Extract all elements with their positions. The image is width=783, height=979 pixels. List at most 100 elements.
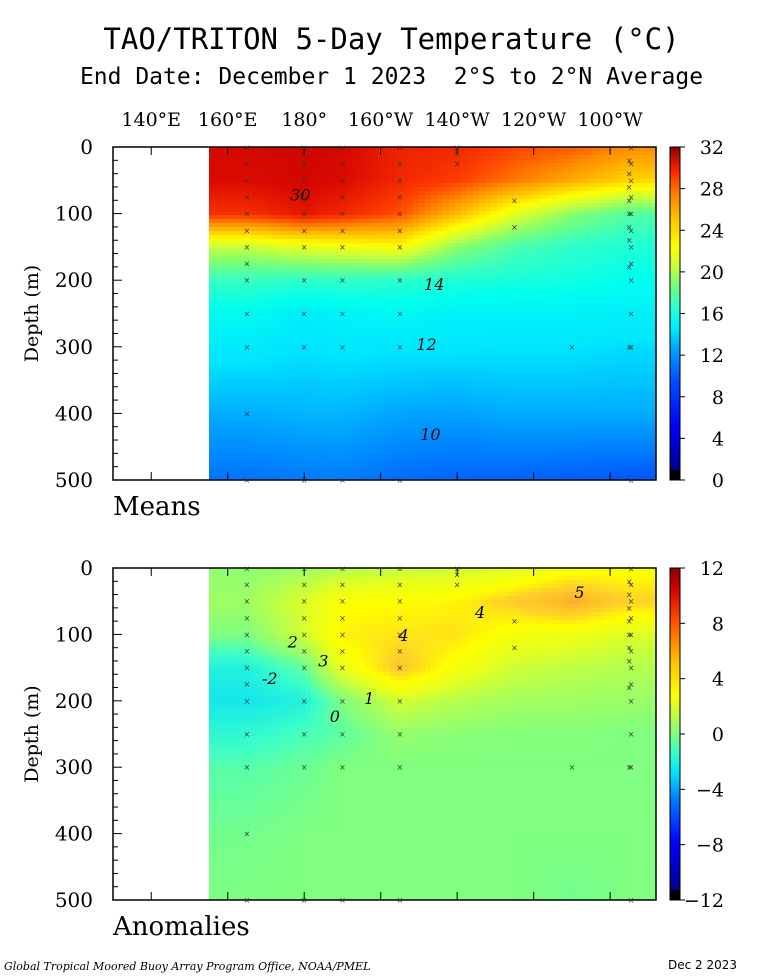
heatmap-cell <box>281 263 288 268</box>
heatmap-cell <box>239 427 246 432</box>
heatmap-cell <box>395 319 402 324</box>
heatmap-cell <box>263 223 270 228</box>
heatmap-cell <box>497 407 504 412</box>
heatmap-cell <box>395 459 402 464</box>
heatmap-cell <box>299 459 306 464</box>
heatmap-cell <box>533 223 540 228</box>
heatmap-cell <box>305 315 312 320</box>
heatmap-cell <box>233 187 240 192</box>
heatmap-cell <box>509 355 516 360</box>
heatmap-cell <box>371 231 378 236</box>
heatmap-cell <box>353 383 360 388</box>
heatmap-cell <box>539 247 546 252</box>
heatmap-cell <box>389 259 396 264</box>
heatmap-cell <box>233 167 240 172</box>
heatmap-cell <box>293 283 300 288</box>
heatmap-cell <box>311 303 318 308</box>
heatmap-cell <box>221 247 228 252</box>
heatmap-cell <box>401 379 408 384</box>
heatmap-cell <box>299 363 306 368</box>
heatmap-cell <box>221 455 228 460</box>
heatmap-cell <box>245 227 252 232</box>
heatmap-cell <box>539 231 546 236</box>
heatmap-cell <box>347 443 354 448</box>
heatmap-cell <box>239 339 246 344</box>
heatmap-cell <box>221 379 228 384</box>
heatmap-cell <box>455 423 462 428</box>
heatmap-cell <box>245 259 252 264</box>
heatmap-cell <box>311 255 318 260</box>
heatmap-cell <box>437 451 444 456</box>
heatmap-cell <box>521 459 528 464</box>
heatmap-cell <box>557 319 564 324</box>
heatmap-cell <box>521 443 528 448</box>
heatmap-cell <box>299 327 306 332</box>
heatmap-cell <box>323 391 330 396</box>
heatmap-cell <box>389 367 396 372</box>
heatmap-cell <box>413 407 420 412</box>
heatmap-cell <box>407 391 414 396</box>
heatmap-cell <box>251 259 258 264</box>
heatmap-cell <box>509 387 516 392</box>
heatmap-cell <box>287 155 294 160</box>
heatmap-cell <box>383 415 390 420</box>
heatmap-cell <box>359 191 366 196</box>
heatmap-cell <box>311 351 318 356</box>
heatmap-cell <box>497 319 504 324</box>
heatmap-cell <box>287 311 294 316</box>
heatmap-cell <box>389 415 396 420</box>
heatmap-cell <box>509 319 516 324</box>
heatmap-cell <box>413 423 420 428</box>
heatmap-cell <box>389 239 396 244</box>
heatmap-cell <box>509 179 516 184</box>
heatmap-cell <box>515 335 522 340</box>
heatmap-cell <box>323 271 330 276</box>
heatmap-cell <box>239 431 246 436</box>
heatmap-cell <box>497 279 504 284</box>
heatmap-cell <box>503 359 510 364</box>
heatmap-cell <box>473 355 480 360</box>
heatmap-cell <box>311 191 318 196</box>
heatmap-cell <box>551 151 558 156</box>
heatmap-cell <box>437 251 444 256</box>
heatmap-cell <box>533 335 540 340</box>
heatmap-cell <box>293 335 300 340</box>
heatmap-cell <box>401 183 408 188</box>
heatmap-cell <box>527 383 534 388</box>
heatmap-cell <box>275 275 282 280</box>
heatmap-cell <box>401 171 408 176</box>
heatmap-cell <box>419 175 426 180</box>
heatmap-cell <box>233 331 240 336</box>
heatmap-cell <box>287 467 294 472</box>
heatmap-cell <box>407 419 414 424</box>
heatmap-cell <box>383 307 390 312</box>
heatmap-cell <box>227 339 234 344</box>
heatmap-cell <box>485 235 492 240</box>
heatmap-cell <box>509 427 516 432</box>
heatmap-cell <box>299 279 306 284</box>
heatmap-cell <box>311 159 318 164</box>
heatmap-cell <box>317 391 324 396</box>
heatmap-cell <box>503 171 510 176</box>
means-heatmap <box>209 147 657 481</box>
heatmap-cell <box>365 435 372 440</box>
heatmap-cell <box>389 283 396 288</box>
heatmap-cell <box>257 379 264 384</box>
heatmap-cell <box>341 411 348 416</box>
heatmap-cell <box>539 311 546 316</box>
heatmap-cell <box>293 423 300 428</box>
heatmap-cell <box>425 407 432 412</box>
heatmap-cell <box>509 391 516 396</box>
heatmap-cell <box>245 211 252 216</box>
heatmap-cell <box>311 327 318 332</box>
heatmap-cell <box>353 167 360 172</box>
heatmap-cell <box>533 163 540 168</box>
heatmap-cell <box>455 263 462 268</box>
heatmap-cell <box>437 187 444 192</box>
heatmap-cell <box>281 403 288 408</box>
heatmap-cell <box>263 275 270 280</box>
heatmap-cell <box>491 215 498 220</box>
heatmap-cell <box>257 347 264 352</box>
heatmap-cell <box>275 283 282 288</box>
heatmap-cell <box>527 295 534 300</box>
